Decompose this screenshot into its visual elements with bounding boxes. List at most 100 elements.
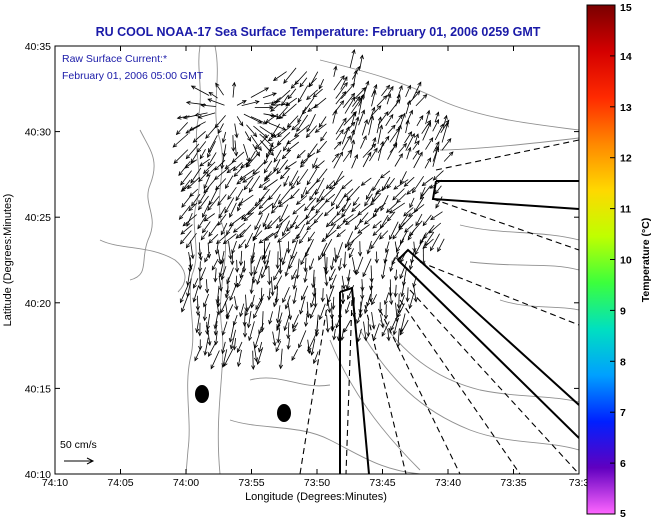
current-arrow <box>379 230 389 240</box>
current-arrow <box>190 240 195 260</box>
current-arrow <box>200 103 216 108</box>
current-arrow <box>207 195 220 211</box>
current-arrow <box>305 125 318 139</box>
current-arrow <box>403 207 414 217</box>
current-arrow <box>386 329 391 342</box>
current-arrow <box>233 166 244 178</box>
current-arrow <box>385 113 394 127</box>
current-arrow <box>335 81 348 99</box>
current-arrow <box>325 180 335 190</box>
current-arrow <box>428 222 442 234</box>
current-arrow <box>299 295 306 315</box>
current-arrow <box>333 65 338 77</box>
current-arrow <box>344 96 356 114</box>
current-arrow <box>305 179 319 195</box>
current-arrow <box>399 260 408 280</box>
current-arrow <box>389 287 394 306</box>
current-arrow <box>320 131 328 142</box>
colorbar-tick-label: 13 <box>620 102 632 114</box>
current-arrow <box>332 109 338 124</box>
current-arrow <box>283 140 290 152</box>
current-arrow <box>396 238 405 253</box>
current-arrow <box>364 193 373 207</box>
current-arrow <box>375 185 389 195</box>
current-arrow <box>270 276 275 297</box>
current-arrow <box>383 249 389 264</box>
current-arrow <box>262 92 277 99</box>
current-arrow <box>248 321 255 342</box>
current-arrow <box>398 142 407 153</box>
current-arrow <box>238 239 246 249</box>
current-arrow <box>220 296 229 314</box>
current-arrow <box>400 278 406 298</box>
current-arrow <box>207 152 217 167</box>
current-arrow <box>394 153 403 167</box>
sector-dashed-line <box>345 299 353 474</box>
current-arrow <box>215 82 224 96</box>
current-arrow <box>246 124 258 138</box>
current-arrow <box>371 83 378 97</box>
colorbar-tick-label: 15 <box>620 2 632 14</box>
current-arrow <box>204 279 210 294</box>
current-arrow <box>434 111 440 123</box>
current-arrow <box>283 67 297 84</box>
current-arrow <box>368 115 375 136</box>
current-arrow <box>419 232 427 245</box>
current-arrow <box>363 213 377 225</box>
current-arrow <box>354 220 362 231</box>
current-arrow <box>236 341 243 354</box>
current-arrow <box>305 239 314 258</box>
current-arrow <box>191 193 201 207</box>
contour-line <box>319 59 579 131</box>
current-arrow <box>411 175 425 194</box>
current-arrow <box>332 328 337 341</box>
current-arrow <box>443 151 454 162</box>
scale-arrow <box>64 457 95 465</box>
current-arrow <box>295 195 308 205</box>
current-arrow <box>202 202 210 218</box>
current-arrow <box>264 230 279 241</box>
x-tick-label: 73:50 <box>304 477 330 489</box>
current-arrow <box>218 206 226 219</box>
current-arrow <box>335 90 347 105</box>
current-arrow <box>242 171 260 183</box>
current-arrow <box>264 167 279 180</box>
current-arrow <box>216 301 221 316</box>
current-arrow <box>246 311 252 329</box>
current-arrow <box>393 179 409 190</box>
sector-outline <box>339 286 370 474</box>
current-arrow <box>389 221 399 241</box>
current-arrow <box>276 159 289 175</box>
current-arrow <box>434 123 444 141</box>
current-arrow <box>299 159 308 168</box>
current-arrow <box>316 168 328 184</box>
current-arrow <box>408 259 414 271</box>
current-arrow <box>295 258 300 280</box>
current-arrow <box>308 77 317 88</box>
current-arrow <box>381 321 390 337</box>
current-arrow <box>312 351 319 365</box>
current-arrow <box>412 81 422 99</box>
current-arrow <box>290 79 299 89</box>
current-arrow <box>270 103 280 112</box>
current-arrow <box>397 294 405 314</box>
current-arrow <box>286 241 291 254</box>
current-arrow <box>272 331 277 347</box>
current-arrow <box>197 322 202 337</box>
colorbar-tick-label: 8 <box>620 356 626 368</box>
current-arrow <box>179 284 189 304</box>
current-arrow <box>223 348 234 367</box>
sector-dashed-line <box>419 261 579 326</box>
current-arrow <box>250 134 262 152</box>
current-arrow <box>208 187 219 206</box>
current-arrow <box>231 135 236 152</box>
current-arrow <box>335 194 346 210</box>
current-arrow <box>283 314 290 332</box>
current-arrow <box>237 194 254 206</box>
current-arrow <box>408 293 415 310</box>
contour-line <box>99 239 186 293</box>
current-arrow <box>303 197 317 212</box>
current-arrow <box>197 195 209 211</box>
current-arrow <box>287 88 297 100</box>
current-arrow <box>358 109 366 126</box>
